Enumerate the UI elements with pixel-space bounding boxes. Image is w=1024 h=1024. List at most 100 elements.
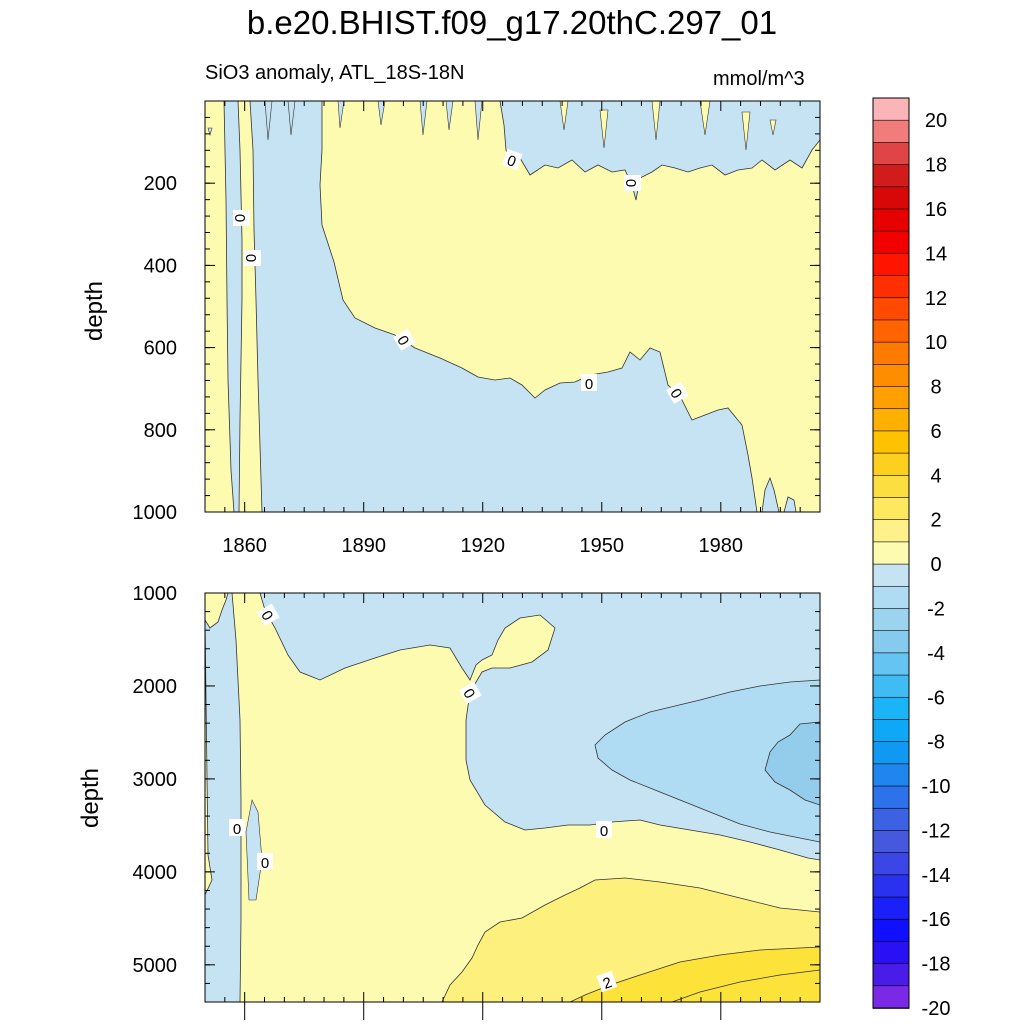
colorbar-tick-label: 12 — [925, 288, 947, 310]
upper-contour-label-bg — [233, 210, 250, 226]
lower-y-tick-label: 4000 — [133, 862, 178, 884]
colorbar-swatch — [872, 364, 910, 388]
upper-x-tick-label: 1950 — [580, 535, 625, 557]
colorbar-swatch — [872, 674, 910, 699]
colorbar-swatch — [872, 608, 910, 632]
lower-y-tick-label: 2000 — [133, 676, 178, 698]
lower-contour-label-bg — [257, 853, 273, 870]
colorbar-swatch — [872, 852, 910, 876]
upper-contour-label-bg — [501, 148, 523, 171]
colorbar-swatch — [872, 275, 910, 299]
upper-x-tick-label: 1860 — [222, 535, 267, 557]
lower-contour-label-bg — [459, 681, 482, 704]
colorbar-tick-label: -20 — [922, 998, 951, 1020]
colorbar-tick-label: 4 — [930, 465, 941, 487]
lower-contour-label: 0 — [596, 821, 612, 840]
lower-contour-label: 2 — [596, 970, 618, 993]
colorbar-swatch — [872, 319, 910, 343]
colorbar-swatch — [872, 341, 910, 366]
lower-negative-core — [594, 679, 820, 843]
colorbar-swatch — [872, 941, 910, 965]
colorbar-swatch — [872, 807, 910, 832]
upper-contour-label: 0 — [393, 328, 416, 351]
colorbar-swatch — [872, 563, 910, 588]
colorbar-swatch — [872, 741, 910, 765]
upper-x-tick-label: 1920 — [460, 535, 505, 557]
lower-contour-label-bg — [257, 603, 280, 626]
colorbar-swatch — [872, 830, 910, 854]
lower-negative-left-column — [205, 593, 242, 1002]
colorbar-tick-label: -18 — [922, 954, 951, 976]
colorbar-tick-label: -14 — [922, 865, 951, 887]
colorbar-swatch — [872, 452, 910, 477]
upper-positive-pockets — [559, 101, 777, 151]
lower-contour-label-text: 0 — [600, 823, 608, 840]
colorbar-tick-label: -10 — [922, 776, 951, 798]
colorbar-swatch — [872, 652, 910, 676]
colorbar-tick-label: 6 — [930, 421, 941, 443]
colorbar-swatch — [872, 497, 910, 521]
colorbar-tick-label: 0 — [930, 554, 941, 576]
colorbar-tick-label: 10 — [925, 332, 947, 354]
colorbar-swatch — [872, 230, 910, 255]
upper-y-tick-label: 600 — [144, 338, 177, 360]
colorbar-swatch — [872, 186, 910, 210]
lower-negative-deep-core — [764, 721, 820, 806]
lower-contour-label-bg — [229, 819, 245, 836]
colorbar-swatch — [872, 475, 910, 499]
colorbar-swatch — [872, 585, 910, 610]
lower-y-tick-label: 3000 — [133, 769, 178, 791]
colorbar-tick-label: -4 — [927, 643, 945, 665]
colorbar-swatch — [872, 874, 910, 898]
lower-contour-labels: 0 0 0 0 0 2 — [229, 603, 618, 993]
upper-contour-label-bg — [624, 175, 641, 191]
upper-y-tick-label: 1000 — [133, 502, 178, 524]
lower-contour-label-text: 0 — [261, 855, 269, 872]
lower-contour-label: 0 — [459, 681, 482, 704]
colorbar-frame — [872, 97, 910, 1009]
colorbar-swatch — [872, 896, 910, 921]
upper-contour-label: 0 — [666, 381, 689, 404]
upper-axis-ticks: 1860 1890 1920 1950 1980 200 400 600 800 1000 — [133, 100, 821, 557]
upper-negative-deep-right — [761, 476, 797, 512]
upper-y-tick-label: 800 — [144, 420, 177, 442]
upper-x-tick-label: 1890 — [341, 535, 386, 557]
upper-contour-label: 0 — [622, 175, 641, 191]
colorbar-swatch — [872, 208, 910, 232]
colorbar-swatch — [872, 918, 910, 943]
upper-negative-surface-band — [499, 101, 820, 201]
colorbar-tick-label: -16 — [922, 909, 951, 931]
upper-y-tick-label: 200 — [144, 173, 177, 195]
units-label: mmol/m^3 — [713, 68, 805, 90]
colorbar-swatch — [872, 142, 910, 166]
lower-contour-label: 0 — [257, 603, 280, 626]
chart-title: b.e20.BHIST.f09_g17.20thC.297_01 — [246, 4, 778, 41]
upper-contour-label: 0 — [242, 250, 261, 266]
chart-subtitle: SiO3 anomaly, ATL_18S-18N — [205, 62, 465, 84]
upper-negative-main-region-2 — [249, 101, 758, 512]
upper-surface-spikes — [207, 101, 483, 141]
lower-contour-line-4 — [671, 969, 820, 1002]
upper-contour-label: 0 — [231, 210, 250, 226]
lower-contour-label-text: 0 — [233, 821, 241, 838]
lower-contour-label: 0 — [229, 819, 245, 838]
colorbar-swatch — [872, 763, 910, 787]
colorbar-swatch — [872, 119, 910, 144]
lower-y-tick-label: 1000 — [133, 583, 178, 605]
colorbar-tick-label: 16 — [925, 199, 947, 221]
upper-contour-label-text: 0 — [585, 376, 593, 393]
upper-contour-field — [205, 101, 820, 512]
upper-plot-frame — [204, 100, 821, 513]
colorbar-swatch — [872, 253, 910, 277]
colorbar-tick-label: 2 — [930, 510, 941, 532]
colorbar-tick-label: 20 — [925, 110, 947, 132]
upper-contour-label-text: 0 — [242, 254, 259, 262]
upper-y-tick-label: 400 — [144, 255, 177, 277]
upper-contour-label-bg — [244, 250, 261, 266]
colorbar-swatch — [872, 519, 910, 543]
colorbar-swatch — [872, 408, 910, 432]
colorbar-swatch — [872, 97, 910, 121]
upper-contour-label-bg — [393, 328, 416, 351]
upper-contour-label-text: 0 — [622, 179, 639, 187]
